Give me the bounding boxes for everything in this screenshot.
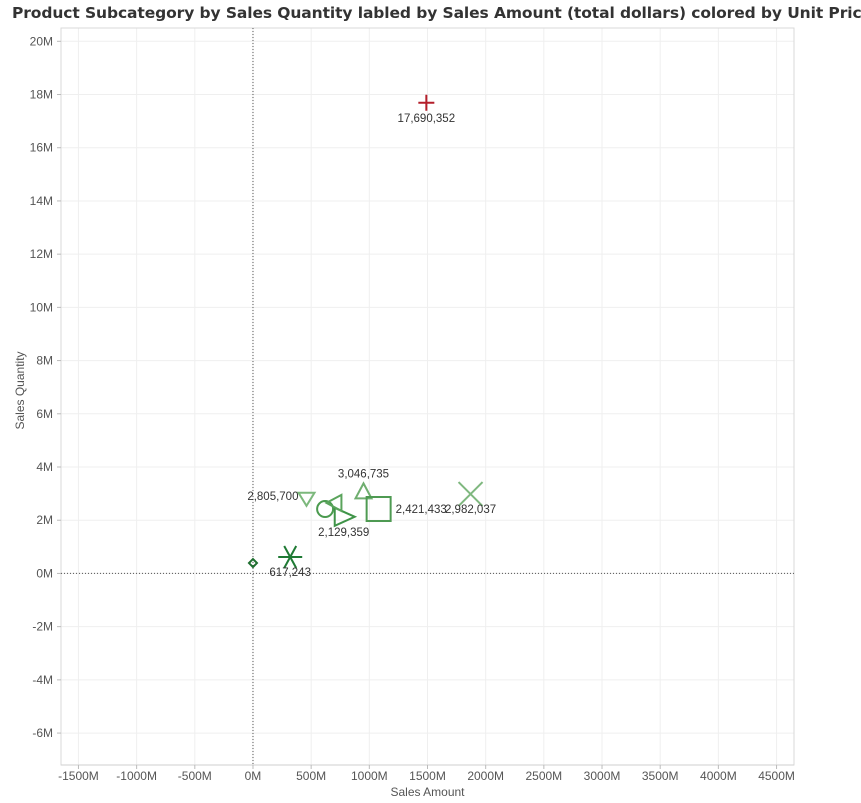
data-label: 17,690,352 <box>398 113 456 125</box>
cross-mark <box>457 481 484 507</box>
x-tick-label: 3500M <box>642 769 679 783</box>
x-tick-label: 1000M <box>351 769 388 783</box>
x-tick-label: -500M <box>178 769 212 783</box>
plus-mark <box>418 94 435 111</box>
data-points: 17,690,352 2,982,037 3,046,735 2,421,433 2,8… <box>247 94 496 579</box>
y-tick-label: 20M <box>30 34 53 48</box>
y-axis: -6M -4M -2M 0M 2M 4M 6M 8M 10M 12M 14M 16M 18M 20M <box>30 34 61 740</box>
y-tick-label: 14M <box>30 194 53 208</box>
data-point: 2,421,433 <box>365 496 447 523</box>
y-tick-label: 4M <box>36 460 53 474</box>
data-point: 617,243 <box>269 545 311 579</box>
x-tick-label: 1500M <box>409 769 446 783</box>
x-tick-label: -1000M <box>116 769 157 783</box>
y-tick-label: -6M <box>32 726 53 740</box>
data-label: 617,243 <box>269 567 311 579</box>
zero-lines <box>61 28 794 765</box>
data-point <box>324 493 343 513</box>
x-axis-title: Sales Amount <box>390 785 465 799</box>
data-point: 3,046,735 <box>338 468 389 500</box>
triangle-up-mark <box>353 481 374 500</box>
y-tick-label: 2M <box>36 513 53 527</box>
data-point: 2,982,037 <box>445 481 496 516</box>
y-tick-label: 18M <box>30 88 53 102</box>
x-tick-label: -1500M <box>58 769 99 783</box>
data-point: 2,805,700 <box>247 491 317 508</box>
data-label: 2,129,359 <box>318 527 369 539</box>
x-tick-label: 500M <box>296 769 326 783</box>
asterisk-mark <box>278 545 303 569</box>
x-tick-label: 2000M <box>467 769 504 783</box>
data-label: 2,805,700 <box>247 491 298 503</box>
y-tick-label: 8M <box>36 354 53 368</box>
y-tick-label: -4M <box>32 673 53 687</box>
y-tick-label: 10M <box>30 300 53 314</box>
y-tick-label: 12M <box>30 247 53 261</box>
x-tick-label: 3000M <box>584 769 621 783</box>
y-tick-label: 6M <box>36 407 53 421</box>
y-tick-label: 0M <box>36 566 53 580</box>
data-label: 2,421,433 <box>396 504 447 516</box>
triangle-left-mark <box>324 493 343 513</box>
data-point: 17,690,352 <box>398 94 456 125</box>
x-tick-label: 4500M <box>758 769 795 783</box>
x-tick-label: 2500M <box>525 769 562 783</box>
chart-title: Product Subcategory by Sales Quantity la… <box>12 4 861 22</box>
triangle-right-mark <box>333 506 358 528</box>
triangle-down-mark <box>296 491 317 508</box>
y-tick-label: -2M <box>32 620 53 634</box>
y-axis-title: Sales Quantity <box>13 351 27 429</box>
y-tick-label: 16M <box>30 141 53 155</box>
data-point <box>316 500 335 519</box>
data-point: 2,129,359 <box>318 506 369 539</box>
diamond-mark <box>247 557 259 569</box>
square-mark <box>365 496 392 523</box>
x-tick-label: 4000M <box>700 769 737 783</box>
x-tick-label: 0M <box>245 769 262 783</box>
data-label: 3,046,735 <box>338 468 389 480</box>
x-axis: -1500M -1000M -500M 0M 500M 1000M 1500M 2000M 25… <box>58 764 795 783</box>
circle-mark <box>316 500 335 519</box>
data-point <box>247 557 259 569</box>
data-label: 2,982,037 <box>445 504 496 516</box>
gridlines <box>61 28 794 765</box>
